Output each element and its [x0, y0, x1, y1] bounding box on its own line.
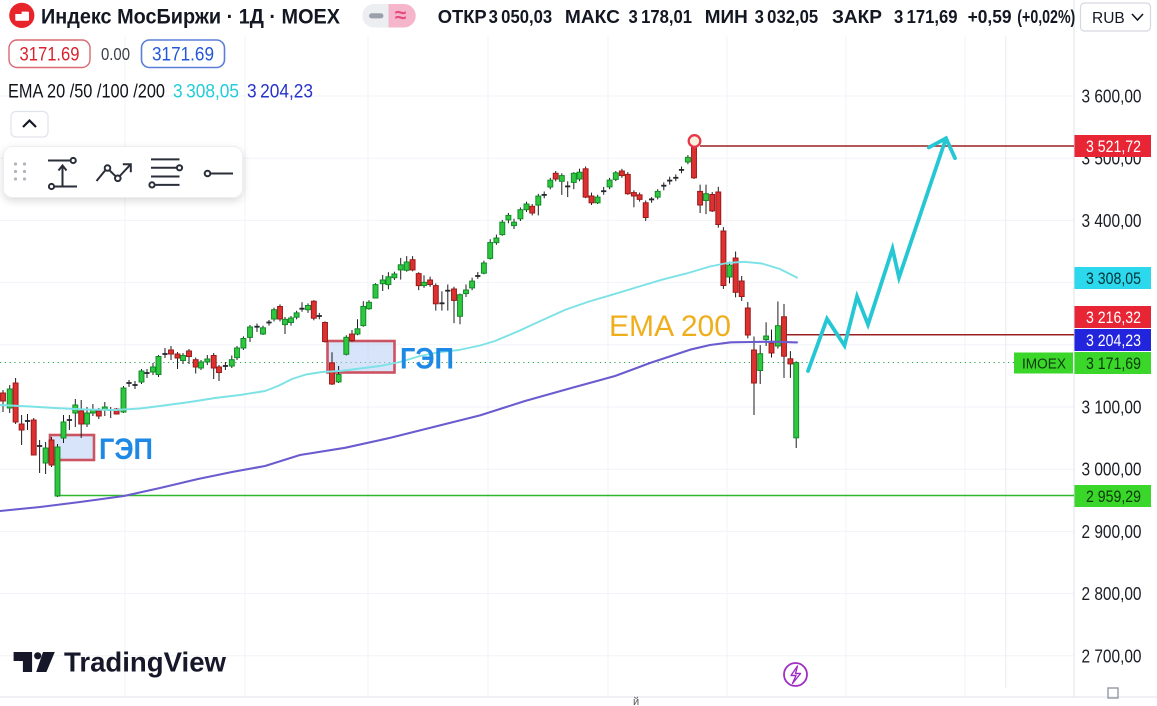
svg-text:3171.69: 3171.69 [20, 45, 80, 66]
svg-text:Индекс МосБиржи · 1Д · MOEX: Индекс МосБиржи · 1Д · MOEX [41, 6, 340, 29]
svg-text:ОТКР: ОТКР [438, 6, 487, 27]
svg-text:EMA 200: EMA 200 [609, 310, 731, 343]
svg-text:EMA 20 /50 /100 /200: EMA 20 /50 /100 /200 [8, 82, 165, 103]
svg-text:TradingView: TradingView [64, 647, 226, 678]
svg-text:3 308,05: 3 308,05 [1086, 269, 1141, 288]
svg-text:3 308,05: 3 308,05 [173, 82, 239, 103]
svg-text:2 700,00: 2 700,00 [1082, 645, 1142, 666]
svg-text:2 800,00: 2 800,00 [1082, 583, 1142, 604]
svg-text:ГЭП: ГЭП [99, 433, 153, 466]
svg-text:ГЭП: ГЭП [400, 343, 454, 376]
svg-text:3 600,00: 3 600,00 [1082, 86, 1142, 107]
svg-text:МАКС: МАКС [565, 6, 620, 27]
svg-text:3 521,72: 3 521,72 [1086, 137, 1141, 156]
svg-text:2 900,00: 2 900,00 [1082, 521, 1142, 542]
svg-text:RUB: RUB [1092, 10, 1125, 27]
svg-text:3 216,32: 3 216,32 [1086, 308, 1141, 327]
svg-text:IMOEX: IMOEX [1022, 357, 1066, 373]
svg-text:3 100,00: 3 100,00 [1082, 397, 1142, 418]
svg-text:+0,59: +0,59 [968, 6, 1012, 27]
svg-text:3171.69: 3171.69 [152, 45, 214, 66]
svg-text:3 050,03: 3 050,03 [489, 6, 552, 27]
svg-text:ЗАКР: ЗАКР [832, 6, 882, 27]
svg-text:3 171,69: 3 171,69 [894, 6, 958, 27]
svg-text:3 032,05: 3 032,05 [755, 6, 819, 27]
svg-text:3 204,23: 3 204,23 [247, 82, 313, 103]
svg-text:3 400,00: 3 400,00 [1082, 210, 1142, 231]
svg-text:3 171,69: 3 171,69 [1086, 354, 1141, 373]
svg-text:≈: ≈ [395, 4, 407, 27]
svg-text:3 178,01: 3 178,01 [629, 6, 693, 27]
svg-text:2 959,29: 2 959,29 [1086, 487, 1141, 506]
svg-text:МИН: МИН [705, 6, 748, 27]
svg-text:й: й [633, 696, 639, 706]
svg-text:0.00: 0.00 [101, 44, 130, 64]
svg-text:3 000,00: 3 000,00 [1082, 459, 1142, 480]
svg-text:3 204,23: 3 204,23 [1086, 331, 1141, 350]
svg-text:(+0,02%): (+0,02%) [1017, 6, 1075, 27]
